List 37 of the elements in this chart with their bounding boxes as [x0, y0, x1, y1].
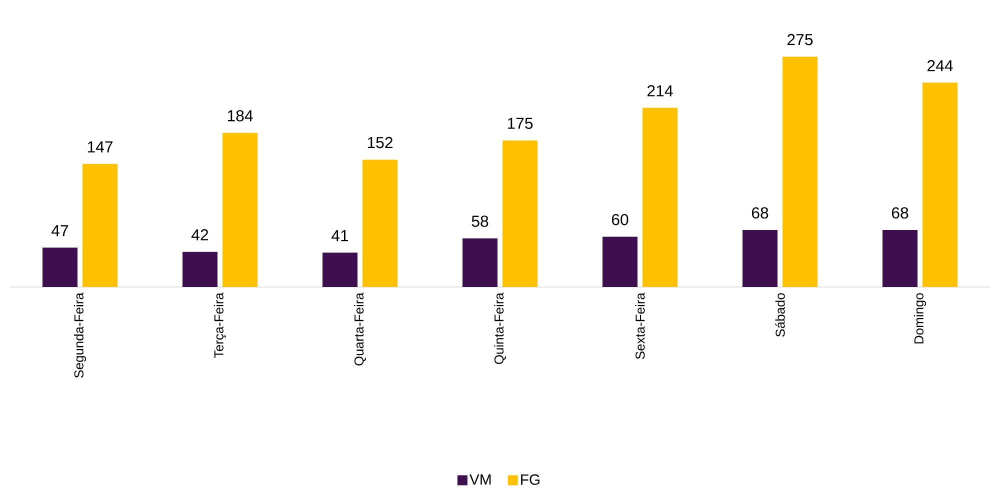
data-label: 147	[88, 141, 112, 152]
bar	[82, 164, 118, 287]
data-label: 41	[331, 230, 348, 242]
x-tick-label: Domingo	[914, 293, 926, 344]
data-label: 68	[892, 207, 908, 219]
data-label: 184	[228, 110, 253, 122]
legend-label: FG	[521, 474, 540, 485]
data-label: 175	[508, 118, 533, 129]
data-label: 244	[928, 60, 953, 72]
bar	[602, 236, 638, 287]
data-label: 152	[368, 136, 392, 148]
bar	[922, 82, 958, 287]
data-label: 42	[191, 229, 208, 240]
data-label: 275	[788, 34, 813, 46]
bar	[322, 252, 358, 287]
x-tick-label: Sexta-Feira	[635, 292, 645, 359]
x-tick-label: Sábado	[775, 293, 785, 337]
legend-label: VM	[469, 474, 491, 485]
x-tick-label: Quinta-Feira	[494, 292, 506, 364]
bar	[42, 248, 78, 287]
bar	[502, 140, 538, 287]
data-label: 58	[472, 216, 488, 227]
data-label: 214	[648, 85, 673, 96]
x-tick-label: Quarta-Feira	[354, 292, 366, 366]
x-tick-label: Segunda-Feira	[74, 292, 86, 378]
bar	[462, 238, 498, 287]
bar	[222, 132, 258, 287]
bar	[882, 230, 918, 287]
bar	[182, 252, 218, 287]
bar	[642, 108, 678, 287]
bar	[362, 160, 398, 287]
data-label: 68	[752, 207, 768, 219]
data-label: 47	[51, 225, 68, 236]
data-label: 60	[612, 214, 628, 226]
bar	[782, 56, 818, 287]
x-tick-label: Terça-Feira	[214, 292, 226, 358]
bar	[742, 230, 778, 287]
